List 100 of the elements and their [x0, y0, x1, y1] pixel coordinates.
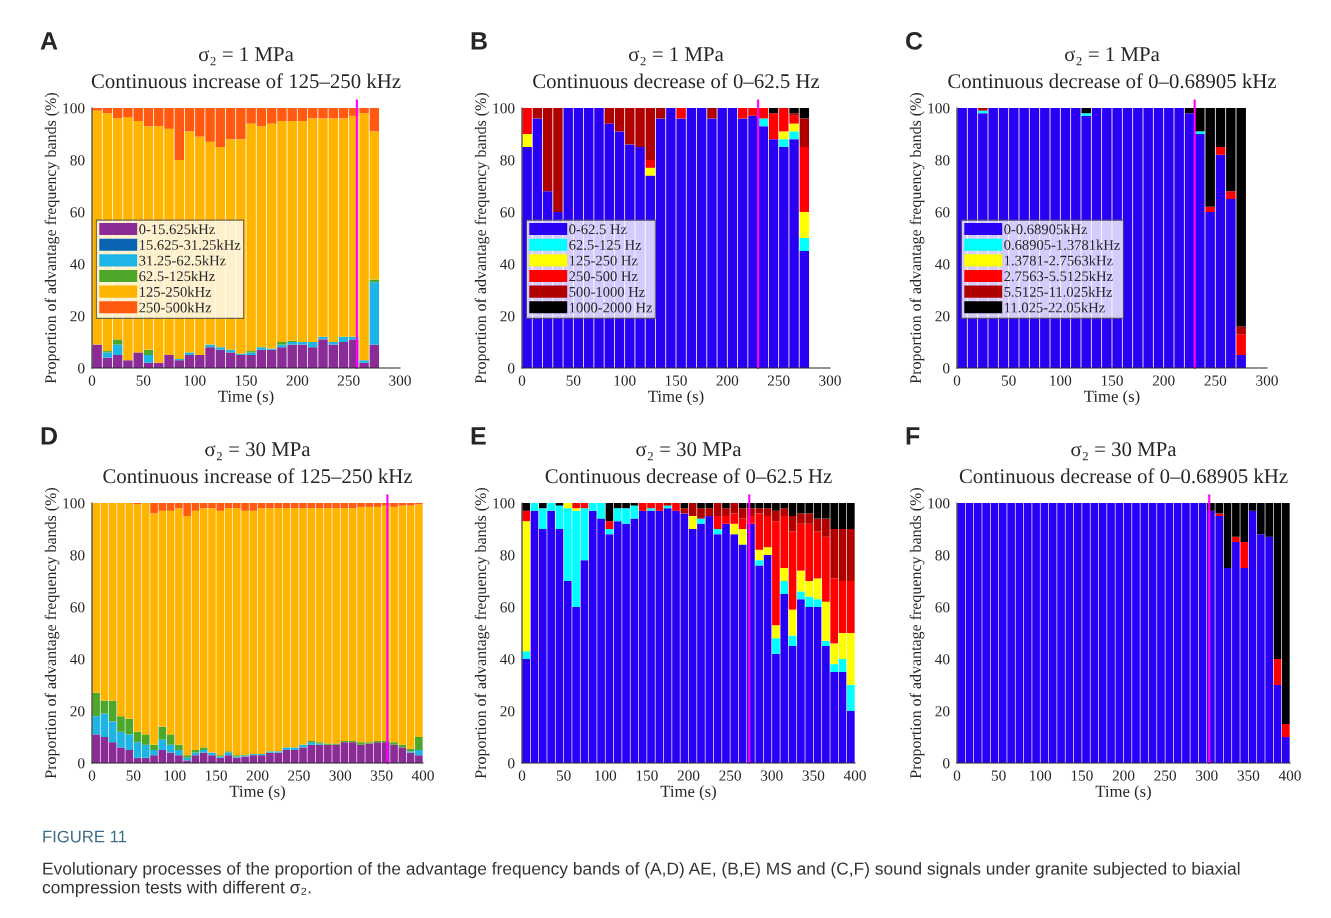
x-tick-label: 250: [337, 375, 360, 386]
y-tick-label: 20: [70, 706, 85, 717]
x-tick-label: 150: [235, 375, 257, 386]
y-tick-label: 100: [493, 498, 515, 509]
x-tick-label: 250: [1204, 375, 1227, 386]
y-tick-label: 0: [78, 758, 85, 769]
x-tick-label: 200: [1152, 375, 1175, 386]
legend-label: 0-62.5 Hz: [569, 224, 627, 235]
x-tick-label: 400: [411, 770, 434, 781]
legend-label: 1000-2000 Hz: [569, 302, 653, 313]
y-tick-label: 80: [935, 550, 950, 561]
x-tick-label: 100: [1050, 375, 1072, 386]
x-tick-label: 0: [518, 375, 526, 386]
text: D: [41, 427, 57, 445]
x-tick-label: 300: [761, 770, 783, 781]
legend-label: 125-250 Hz: [569, 255, 638, 266]
x-tick-label: 200: [246, 770, 269, 781]
x-axis-title: Time (s): [218, 390, 274, 406]
y-tick-label: 100: [928, 498, 950, 509]
x-tick-label: 100: [1030, 770, 1052, 781]
y-tick-label: 100: [928, 103, 950, 114]
y-tick-label: 40: [500, 259, 515, 270]
chart-title: σ₂ = 30 MPa: [636, 442, 742, 461]
x-tick-label: 150: [665, 375, 687, 386]
y-tick-label: 20: [70, 311, 85, 322]
x-axis-title: Time (s): [1084, 390, 1140, 406]
legend-label: 5.5125-11.025kHz: [1004, 286, 1113, 297]
x-tick-label: 400: [843, 770, 866, 781]
y-tick-label: 60: [500, 602, 515, 613]
y-tick-label: 80: [70, 550, 85, 561]
y-tick-label: 60: [500, 207, 515, 218]
y-tick-label: 20: [500, 311, 515, 322]
y-tick-label: 100: [493, 103, 515, 114]
y-tick-label: 20: [935, 311, 950, 322]
x-tick-label: 350: [370, 770, 393, 781]
chart-title: σ₂ = 30 MPa: [205, 442, 311, 461]
y-axis-title: Proportion of advantage frequency bands (%): [474, 488, 490, 779]
x-axis-title: Time (s): [648, 390, 704, 406]
x-tick-label: 0: [953, 770, 961, 781]
x-tick-label: 250: [719, 770, 741, 781]
legend-label: 2.7563-5.5125kHz: [1004, 270, 1113, 282]
x-tick-label: 400: [1278, 770, 1301, 781]
caption: FIGURE 11: [43, 830, 127, 843]
y-tick-label: 40: [500, 654, 515, 665]
y-tick-label: 60: [935, 207, 950, 218]
x-tick-label: 50: [136, 375, 151, 386]
x-tick-label: 50: [126, 770, 141, 781]
x-tick-label: 250: [1154, 770, 1176, 781]
y-tick-label: 40: [935, 259, 950, 270]
legend-label: 250-500 Hz: [569, 271, 638, 282]
chart-subtitle: Continuous decrease of 0–62.5 Hz: [533, 73, 820, 89]
x-axis-title: Time (s): [229, 785, 285, 801]
text: C: [906, 32, 923, 50]
legend-label: 0-0.68905kHz: [1004, 223, 1088, 235]
legend-label: 1.3781-2.7563kHz: [1004, 255, 1113, 266]
chart-title: σ₂ = 1 MPa: [628, 47, 724, 66]
x-tick-label: 100: [184, 375, 206, 386]
chart-subtitle: Continuous decrease of 0–0.68905 kHz: [948, 73, 1277, 89]
x-tick-label: 150: [636, 770, 658, 781]
y-tick-label: 60: [70, 207, 85, 218]
text: A: [40, 32, 58, 50]
y-tick-label: 0: [943, 363, 950, 374]
y-tick-label: 20: [500, 706, 515, 717]
x-tick-label: 200: [677, 770, 700, 781]
chart-subtitle: Continuous decrease of 0–62.5 Hz: [545, 468, 832, 484]
chart-subtitle: Continuous increase of 125–250 kHz: [103, 468, 412, 484]
x-tick-label: 250: [767, 375, 790, 386]
x-tick-label: 0: [88, 770, 96, 781]
chart-title: σ₂ = 1 MPa: [198, 47, 294, 66]
x-tick-label: 50: [1001, 375, 1016, 386]
y-axis-title: Proportion of advantage frequency bands (%): [44, 93, 60, 384]
y-tick-label: 80: [70, 155, 85, 166]
x-tick-label: 0: [88, 375, 96, 386]
y-tick-label: 60: [70, 602, 85, 613]
legend-label: 31.25-62.5kHz: [139, 255, 226, 266]
x-tick-label: 300: [1256, 375, 1278, 386]
x-tick-label: 150: [1071, 770, 1093, 781]
y-tick-label: 0: [943, 758, 950, 769]
x-tick-label: 200: [286, 375, 309, 386]
x-tick-label: 150: [1101, 375, 1123, 386]
x-axis-title: Time (s): [1095, 785, 1151, 801]
x-tick-label: 300: [1196, 770, 1218, 781]
legend-label: 62.5-125 Hz: [569, 240, 642, 250]
x-tick-label: 350: [1237, 770, 1260, 781]
x-tick-label: 300: [329, 770, 352, 781]
x-tick-label: 150: [206, 770, 227, 781]
y-tick-label: 0: [508, 363, 515, 374]
y-tick-label: 80: [500, 155, 515, 166]
y-tick-label: 0: [508, 758, 515, 769]
text: Evolutionary processes of the proportion of the advantage frequency bands of (A,D) AE, (B,E) MS and (C,F) sound signals under granite subjected to biaxial compression tests with different σ₂.: [42, 862, 1240, 897]
x-tick-label: 300: [819, 375, 841, 386]
x-tick-label: 0: [518, 770, 526, 781]
y-tick-label: 0: [78, 363, 85, 374]
x-tick-label: 350: [802, 770, 825, 781]
text: F: [906, 427, 920, 445]
legend-label: 125-250kHz: [139, 286, 212, 297]
y-tick-label: 100: [63, 498, 85, 509]
y-tick-label: 80: [500, 550, 515, 561]
legend-label: 11.025-22.05kHz: [1004, 302, 1105, 313]
y-tick-label: 100: [63, 103, 85, 114]
